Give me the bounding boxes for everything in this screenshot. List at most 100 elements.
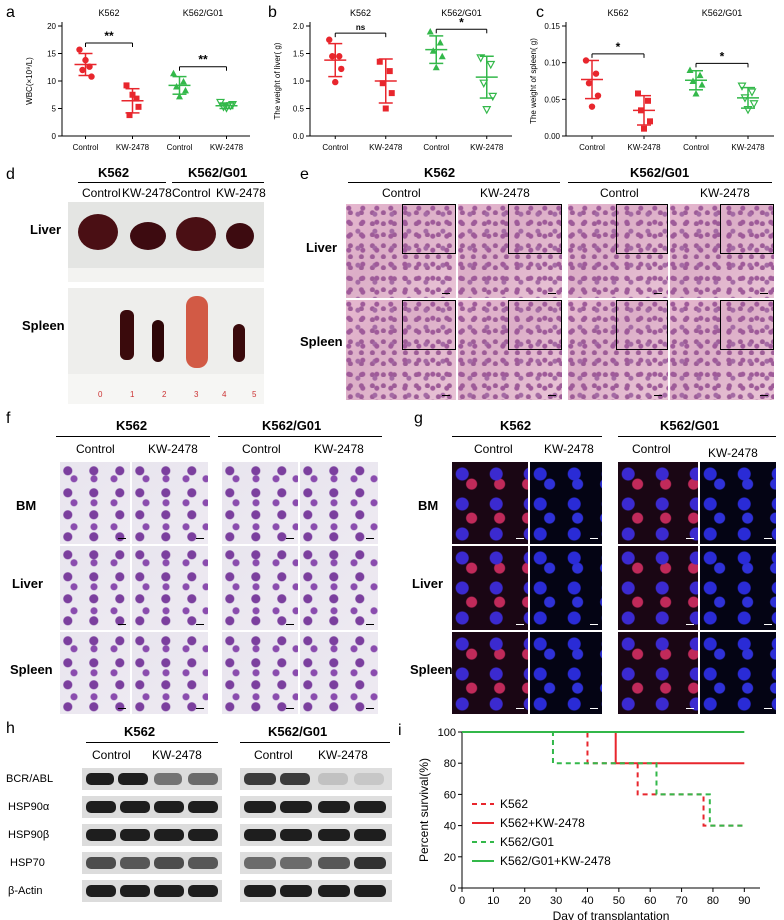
data-point [215, 98, 226, 108]
f-group-line-2 [218, 436, 382, 437]
h-protein-hsp90a: HSP90α [8, 801, 50, 813]
data-point [227, 101, 238, 110]
f-image-liver-g01-kw2478 [300, 546, 378, 630]
e-group-k562: K562 [424, 165, 456, 180]
e-image-spleen-k562-kw2478 [458, 300, 562, 400]
g-image-bm-g01-kw2478 [700, 462, 776, 544]
data-point [588, 103, 596, 110]
x-axis-label: Day of transplantation [553, 909, 670, 920]
data-point [379, 80, 386, 87]
x-tick-label: 80 [707, 895, 719, 907]
f-row-liver: Liver [12, 576, 44, 591]
y-tick-label: 1.0 [293, 77, 305, 86]
f-image-liver-k562-control [60, 546, 130, 630]
data-point [180, 78, 187, 85]
sig-label: ** [104, 29, 114, 43]
d-sub-3: Control [172, 186, 211, 200]
data-point [86, 63, 93, 70]
f-image-spleen-k562-kw2478 [132, 632, 208, 714]
e-image-spleen-g01-control [568, 300, 668, 400]
g-row-bm: BM [418, 498, 439, 513]
data-point [689, 77, 697, 84]
f-group-k562: K562 [116, 418, 148, 433]
survival-chart-i: 0 20 40 60 80 100 0 10 20 30 40 50 60 70 80 90 Day of tr… [417, 727, 760, 920]
f-image-liver-g01-control [222, 546, 298, 630]
data-point [225, 102, 236, 111]
g-sub-4: KW-2478 [708, 446, 758, 460]
data-point [79, 66, 86, 74]
group-label: K562/G01 [441, 8, 482, 18]
scatter-chart-a: 0 5 10 15 20 Control KW-2478 Control KW-2478 WBC(… [25, 8, 250, 152]
y-tick-label: 0 [450, 883, 456, 895]
y-axis-label: The weight of spleen( g) [529, 38, 538, 124]
x-tick-label: Control [167, 143, 193, 152]
x-tick-label: KW-2478 [210, 143, 244, 152]
f-image-bm-k562-control [60, 462, 130, 544]
x-tick-label: 70 [675, 895, 687, 907]
h-protein-bcrabl: BCR/ABL [6, 773, 54, 785]
data-point [176, 92, 183, 100]
g-image-liver-k562-kw2478 [530, 546, 602, 630]
sig-label: ns [356, 23, 366, 32]
g-image-bm-k562-kw2478 [530, 462, 602, 544]
sig-label: * [616, 40, 621, 54]
sig-label: * [720, 49, 725, 63]
data-point [129, 91, 136, 98]
data-point [647, 118, 653, 125]
data-point [133, 95, 140, 102]
e-sub-1: Control [382, 186, 421, 200]
d-ruler-0: 0 [98, 390, 103, 399]
data-point [338, 65, 345, 73]
g-row-liver: Liver [412, 576, 444, 591]
data-point [488, 92, 498, 102]
f-image-spleen-g01-kw2478 [300, 632, 378, 714]
y-tick-label: 0.15 [544, 22, 560, 31]
y-tick-label: 1.5 [293, 50, 305, 59]
data-point [388, 90, 395, 97]
y-tick-label: 40 [444, 821, 456, 833]
y-tick-label: 60 [444, 789, 456, 801]
x-tick-label: Control [683, 143, 709, 152]
y-tick-label: 20 [444, 852, 456, 864]
g-sub-1: Control [474, 442, 513, 456]
g-image-spleen-k562-control [452, 632, 528, 714]
d-organ-photo-spleen [68, 288, 264, 404]
panel-label-b: b [268, 4, 277, 21]
data-point [696, 71, 704, 79]
data-point [749, 100, 759, 109]
f-image-bm-g01-control [222, 462, 298, 544]
x-tick-label: 90 [738, 895, 750, 907]
y-tick-label: 5 [52, 105, 57, 114]
sig-label: * [459, 15, 464, 29]
data-point [635, 90, 641, 97]
data-point [329, 53, 336, 60]
x-tick-label: 40 [581, 895, 593, 907]
x-tick-label: Control [423, 143, 449, 152]
data-point [476, 54, 486, 63]
f-sub-2: KW-2478 [148, 442, 198, 456]
f-group-k562g01: K562/G01 [262, 418, 322, 433]
d-sub-1: Control [82, 186, 121, 200]
data-point [638, 107, 644, 114]
x-tick-label: Control [579, 143, 605, 152]
x-tick-label: Control [322, 143, 348, 152]
x-tick-label: 30 [550, 895, 562, 907]
g-row-spleen: Spleen [410, 662, 453, 677]
x-tick-label: 50 [613, 895, 625, 907]
g-sub-3: Control [632, 442, 671, 456]
f-sub-1: Control [76, 442, 115, 456]
data-point [135, 103, 142, 110]
legend-label: K562/G01+KW-2478 [500, 854, 611, 868]
data-point [686, 66, 694, 73]
x-tick-label: 60 [644, 895, 656, 907]
data-point [486, 60, 496, 70]
data-point [82, 56, 89, 64]
e-image-liver-k562-kw2478 [458, 204, 562, 298]
data-point [182, 86, 189, 94]
data-point [218, 103, 229, 112]
e-group-k562g01: K562/G01 [630, 165, 690, 180]
y-axis-label: The weight of liver( g) [273, 42, 282, 119]
h-blot-hsp90b [82, 824, 392, 846]
data-point [170, 69, 177, 77]
h-protein-hsp70: HSP70 [10, 857, 45, 869]
